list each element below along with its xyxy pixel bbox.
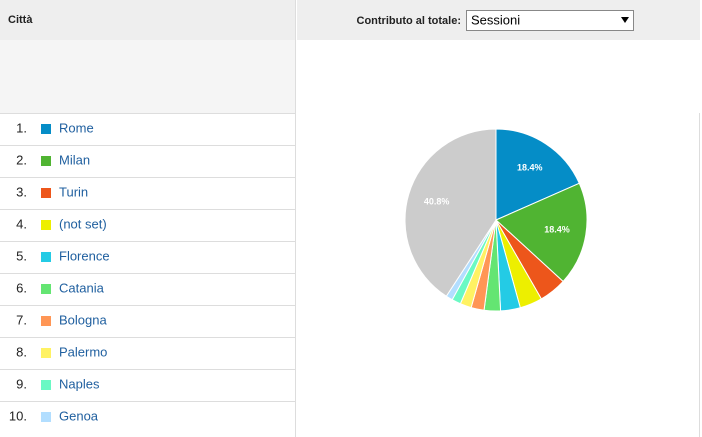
color-swatch	[41, 252, 51, 262]
color-swatch	[41, 284, 51, 294]
select-box[interactable]	[466, 10, 634, 31]
pie-slice	[404, 128, 497, 297]
table-header	[0, 0, 295, 40]
row-rank: 7.	[16, 312, 27, 327]
color-swatch	[41, 316, 51, 326]
color-swatch	[41, 124, 51, 134]
control-label: Contributo al totale:	[357, 15, 462, 27]
city-link[interactable]: Naples	[59, 376, 100, 391]
city-link[interactable]: Catania	[59, 280, 105, 295]
select-value[interactable]: Sessioni	[471, 12, 520, 27]
row-rank: 3.	[16, 184, 27, 199]
pie-slice	[495, 182, 588, 283]
city-link[interactable]: Turin	[59, 184, 88, 199]
row-rank: 8.	[16, 344, 27, 359]
row-rank: 5.	[16, 248, 27, 263]
row-rank: 6.	[16, 280, 27, 295]
city-link[interactable]: (not set)	[59, 216, 107, 231]
color-swatch	[41, 412, 51, 422]
row-rank: 2.	[16, 152, 27, 167]
column-header: Città	[8, 14, 33, 26]
city-link[interactable]: Bologna	[59, 312, 107, 327]
city-link[interactable]: Genoa	[59, 408, 99, 423]
slice-label: 18.4%	[544, 224, 570, 234]
color-swatch	[41, 188, 51, 198]
row-rank: 10.	[9, 408, 27, 423]
city-link[interactable]: Rome	[59, 120, 94, 135]
slice-label: 40.8%	[424, 197, 450, 207]
color-swatch	[41, 348, 51, 358]
select[interactable]: Sessioni	[466, 10, 634, 31]
select-arrow[interactable]	[621, 17, 629, 23]
table-subheader	[0, 40, 295, 113]
city-link[interactable]: Palermo	[59, 344, 107, 359]
row-rank: 4.	[16, 216, 27, 231]
city-link[interactable]: Florence	[59, 248, 110, 263]
color-swatch	[41, 380, 51, 390]
slice-label: 18.4%	[517, 163, 543, 173]
pie-slice	[495, 128, 580, 221]
color-swatch	[41, 220, 51, 230]
city-link[interactable]: Milan	[59, 152, 90, 167]
color-swatch	[41, 156, 51, 166]
row-rank: 9.	[16, 376, 27, 391]
row-rank: 1.	[16, 120, 27, 135]
